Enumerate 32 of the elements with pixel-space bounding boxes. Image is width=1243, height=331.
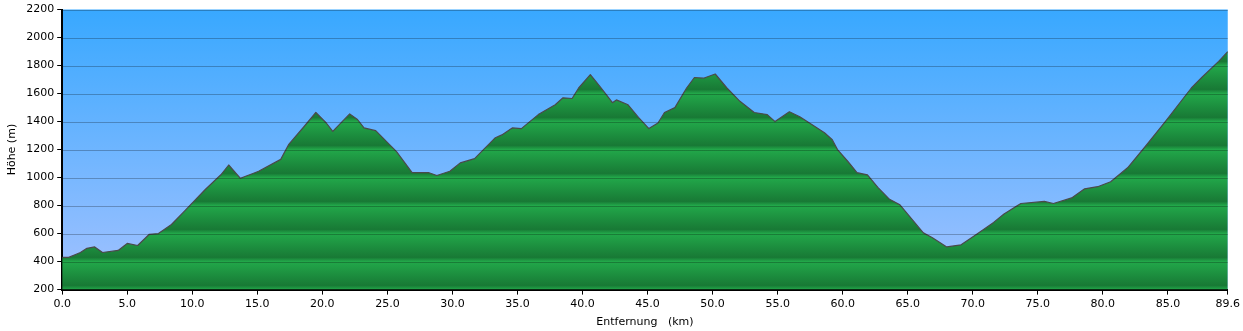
y-tick-label: 2200 <box>26 2 55 16</box>
y-tick-label: 1200 <box>26 142 55 156</box>
x-tick-label: 5.0 <box>118 297 136 311</box>
x-tick-label: 10.0 <box>180 297 205 311</box>
y-tick-label: 600 <box>33 226 55 240</box>
y-tick-label: 200 <box>33 282 55 296</box>
x-tick-label: 70.0 <box>960 297 986 311</box>
x-tick-label: 65.0 <box>895 297 920 311</box>
y-axis-title: Höhe (m) <box>5 123 19 176</box>
x-tick-label: 40.0 <box>570 297 595 311</box>
x-tick-label: 30.0 <box>440 297 465 311</box>
y-tick-label: 400 <box>33 254 55 268</box>
x-tick-label: 80.0 <box>1090 297 1116 311</box>
x-tick-label: 89.6 <box>1215 297 1240 311</box>
y-tick-label: 1600 <box>26 86 55 100</box>
x-tick-label: 75.0 <box>1025 297 1051 311</box>
x-tick-label: 0.0 <box>53 297 71 311</box>
x-tick-label: 20.0 <box>310 297 335 311</box>
y-tick-label: 1800 <box>26 58 55 72</box>
x-tick-label: 25.0 <box>375 297 400 311</box>
y-tick-label: 2000 <box>26 30 55 44</box>
y-tick-label: 800 <box>33 198 55 212</box>
x-tick-label: 45.0 <box>635 297 660 311</box>
x-tick-label: 15.0 <box>245 297 270 311</box>
x-tick-label: 55.0 <box>765 297 790 311</box>
x-tick-label: 50.0 <box>700 297 725 311</box>
y-tick-label: 1400 <box>26 114 55 128</box>
x-tick-label: 85.0 <box>1155 297 1181 311</box>
x-tick-label: 60.0 <box>830 297 855 311</box>
x-axis-title: Entfernung (km) <box>596 315 694 329</box>
x-tick-label: 35.0 <box>505 297 530 311</box>
y-tick-label: 1000 <box>26 170 55 184</box>
